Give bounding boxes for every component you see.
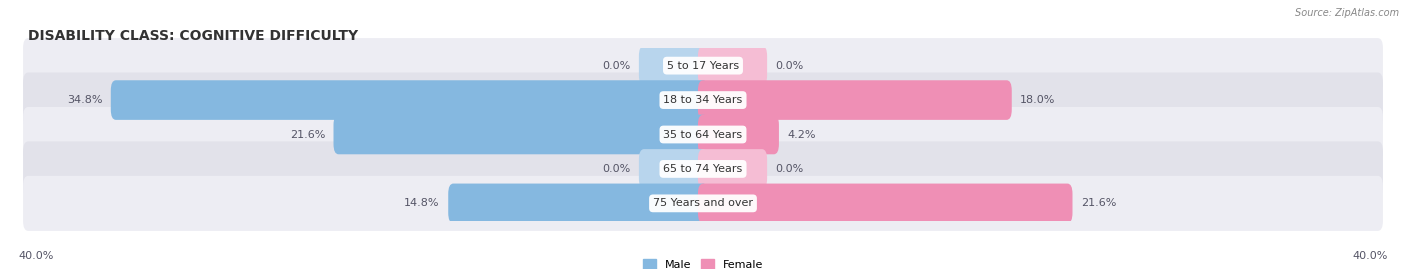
Text: Source: ZipAtlas.com: Source: ZipAtlas.com (1295, 8, 1399, 18)
FancyBboxPatch shape (638, 46, 709, 86)
Text: 18 to 34 Years: 18 to 34 Years (664, 95, 742, 105)
Text: 0.0%: 0.0% (776, 164, 804, 174)
FancyBboxPatch shape (22, 107, 1384, 162)
FancyBboxPatch shape (22, 176, 1384, 231)
Text: 0.0%: 0.0% (776, 61, 804, 71)
FancyBboxPatch shape (111, 80, 709, 120)
FancyBboxPatch shape (449, 183, 709, 223)
Text: 35 to 64 Years: 35 to 64 Years (664, 129, 742, 140)
Text: 34.8%: 34.8% (67, 95, 103, 105)
Text: 0.0%: 0.0% (602, 61, 630, 71)
Text: 5 to 17 Years: 5 to 17 Years (666, 61, 740, 71)
Text: 65 to 74 Years: 65 to 74 Years (664, 164, 742, 174)
Text: 75 Years and over: 75 Years and over (652, 198, 754, 208)
Legend: Male, Female: Male, Female (643, 259, 763, 269)
Text: 21.6%: 21.6% (1081, 198, 1116, 208)
Text: 21.6%: 21.6% (290, 129, 325, 140)
FancyBboxPatch shape (697, 183, 1073, 223)
Text: DISABILITY CLASS: COGNITIVE DIFFICULTY: DISABILITY CLASS: COGNITIVE DIFFICULTY (28, 29, 359, 43)
FancyBboxPatch shape (697, 80, 1012, 120)
Text: 4.2%: 4.2% (787, 129, 815, 140)
FancyBboxPatch shape (333, 115, 709, 154)
FancyBboxPatch shape (697, 149, 768, 189)
FancyBboxPatch shape (22, 38, 1384, 93)
Text: 0.0%: 0.0% (602, 164, 630, 174)
Text: 14.8%: 14.8% (405, 198, 440, 208)
Text: 18.0%: 18.0% (1021, 95, 1056, 105)
FancyBboxPatch shape (697, 46, 768, 86)
FancyBboxPatch shape (638, 149, 709, 189)
Text: 40.0%: 40.0% (18, 251, 53, 261)
FancyBboxPatch shape (22, 141, 1384, 196)
Text: 40.0%: 40.0% (1353, 251, 1388, 261)
FancyBboxPatch shape (697, 115, 779, 154)
FancyBboxPatch shape (22, 73, 1384, 128)
